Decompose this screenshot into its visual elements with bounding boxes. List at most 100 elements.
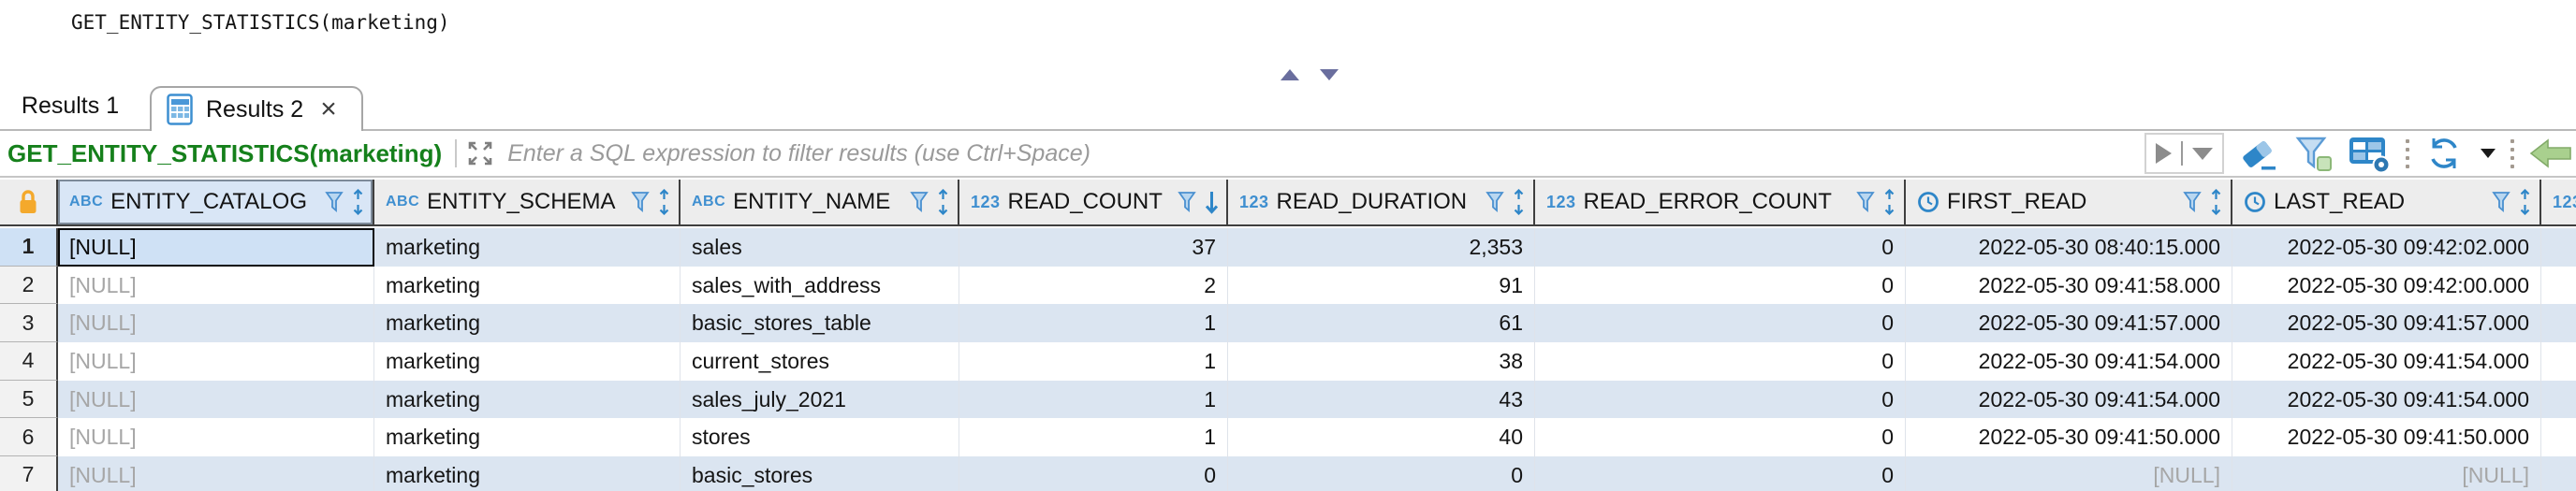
sort-toggle-icon[interactable] xyxy=(1882,189,1896,215)
table-cell[interactable] xyxy=(2541,304,2576,342)
table-cell[interactable] xyxy=(2541,418,2576,456)
clear-filter-eraser-icon[interactable] xyxy=(2239,135,2278,172)
table-cell[interactable]: 0 xyxy=(1535,228,1906,267)
column-header-read_duration[interactable]: 123 READ_DURATION xyxy=(1228,180,1535,224)
refresh-icon[interactable] xyxy=(2424,134,2464,173)
row-number[interactable]: 2 xyxy=(0,266,58,305)
column-filter-icon[interactable] xyxy=(1486,191,1504,213)
table-cell[interactable] xyxy=(2541,342,2576,381)
table-cell[interactable]: 0 xyxy=(1535,380,1906,419)
table-cell[interactable]: 1 xyxy=(959,304,1228,343)
filter-input[interactable]: Enter a SQL expression to filter results… xyxy=(507,139,1090,166)
table-cell[interactable]: 2022-05-30 09:42:02.000 xyxy=(2232,228,2541,267)
table-cell[interactable]: sales_july_2021 xyxy=(681,380,959,419)
row-number[interactable]: 7 xyxy=(0,456,58,491)
table-cell[interactable]: 2022-05-30 09:42:00.000 xyxy=(2232,266,2541,305)
table-cell[interactable]: 91 xyxy=(1228,266,1535,305)
column-header-entity_catalog[interactable]: ABC ENTITY_CATALOG xyxy=(58,180,374,224)
column-header-last_read[interactable]: LAST_READ xyxy=(2232,180,2541,224)
sort-toggle-icon[interactable] xyxy=(1512,189,1526,215)
grid-corner-cell[interactable] xyxy=(0,180,58,224)
table-cell[interactable]: marketing xyxy=(374,304,681,343)
table-cell[interactable]: 37 xyxy=(959,228,1228,267)
column-filter-icon[interactable] xyxy=(910,191,929,213)
row-number[interactable]: 3 xyxy=(0,304,58,343)
table-cell[interactable]: 1 xyxy=(959,418,1228,457)
table-cell[interactable]: marketing xyxy=(374,342,681,381)
grid-settings-icon[interactable] xyxy=(2348,134,2391,173)
table-cell[interactable]: 0 xyxy=(1535,342,1906,381)
table-cell[interactable]: [NULL] xyxy=(58,456,374,491)
column-header-entity_schema[interactable]: ABC ENTITY_SCHEMA xyxy=(374,180,681,224)
splitter-up-arrow-icon[interactable] xyxy=(1281,69,1299,80)
sort-toggle-icon[interactable] xyxy=(2209,189,2223,215)
result-context-label[interactable]: GET_ENTITY_STATISTICS(marketing) xyxy=(7,138,443,167)
column-header-first_read[interactable]: FIRST_READ xyxy=(1906,180,2232,224)
table-cell[interactable]: 1 xyxy=(959,380,1228,419)
sort-toggle-icon[interactable] xyxy=(2518,189,2532,215)
focused-cell[interactable]: [NULL] xyxy=(58,228,374,267)
table-cell[interactable]: [NULL] xyxy=(58,304,374,343)
table-cell[interactable]: 2022-05-30 09:41:57.000 xyxy=(1906,304,2232,343)
column-header-read_error_count[interactable]: 123 READ_ERROR_COUNT xyxy=(1535,180,1906,224)
column-filter-icon[interactable] xyxy=(1856,191,1875,213)
refresh-dropdown-icon[interactable] xyxy=(2481,149,2496,158)
row-number[interactable]: 1 xyxy=(0,228,58,267)
table-cell[interactable]: current_stores xyxy=(681,342,959,381)
table-cell[interactable]: basic_stores_table xyxy=(681,304,959,343)
table-cell[interactable]: 0 xyxy=(1535,456,1906,491)
column-header-entity_name[interactable]: ABC ENTITY_NAME xyxy=(681,180,959,224)
column-filter-icon[interactable] xyxy=(2492,191,2510,213)
column-filter-icon[interactable] xyxy=(2183,191,2202,213)
table-cell[interactable]: 0 xyxy=(1228,456,1535,491)
column-filter-icon[interactable] xyxy=(631,191,650,213)
tab-close-icon[interactable]: × xyxy=(320,94,337,124)
table-cell[interactable]: sales xyxy=(681,228,959,267)
table-cell[interactable]: 40 xyxy=(1228,418,1535,457)
table-cell[interactable]: [NULL] xyxy=(58,418,374,457)
table-cell[interactable]: sales_with_address xyxy=(681,266,959,305)
table-cell[interactable]: 0 xyxy=(959,456,1228,491)
table-cell[interactable]: 2022-05-30 09:41:54.000 xyxy=(2232,342,2541,381)
table-cell[interactable]: [NULL] xyxy=(1906,456,2232,491)
tab-results-1[interactable]: Results 1 xyxy=(0,82,140,129)
table-cell[interactable]: [NULL] xyxy=(58,342,374,381)
table-cell[interactable]: 61 xyxy=(1228,304,1535,343)
sort-toggle-icon[interactable] xyxy=(936,189,950,215)
table-cell[interactable]: 2022-05-30 09:41:50.000 xyxy=(2232,418,2541,457)
table-cell[interactable]: [NULL] xyxy=(58,380,374,419)
column-header-read_count[interactable]: 123 READ_COUNT xyxy=(959,180,1228,224)
table-cell[interactable]: [NULL] xyxy=(58,266,374,305)
table-cell[interactable]: 2 xyxy=(959,266,1228,305)
sql-query-text[interactable]: GET_ENTITY_STATISTICS(marketing) xyxy=(71,11,450,34)
table-cell[interactable]: 0 xyxy=(1535,304,1906,343)
table-cell[interactable]: 2022-05-30 09:41:54.000 xyxy=(1906,342,2232,381)
splitter-down-arrow-icon[interactable] xyxy=(1320,69,1339,80)
table-cell[interactable]: 1 xyxy=(959,342,1228,381)
column-filter-icon[interactable] xyxy=(1178,191,1196,213)
table-cell[interactable]: 43 xyxy=(1228,380,1535,419)
table-cell[interactable]: 2022-05-30 09:41:50.000 xyxy=(1906,418,2232,457)
table-cell[interactable]: marketing xyxy=(374,456,681,491)
column-header-partial[interactable]: 123 xyxy=(2541,180,2576,224)
table-cell[interactable] xyxy=(2541,381,2576,419)
table-cell[interactable]: 2022-05-30 09:41:54.000 xyxy=(2232,380,2541,419)
filter-history-dropdown-icon[interactable] xyxy=(2192,147,2213,160)
table-cell[interactable]: 0 xyxy=(1535,266,1906,305)
table-cell[interactable]: marketing xyxy=(374,380,681,419)
sort-descending-icon[interactable] xyxy=(1204,189,1220,215)
sort-toggle-icon[interactable] xyxy=(351,189,365,215)
table-cell[interactable] xyxy=(2541,456,2576,491)
table-cell[interactable]: marketing xyxy=(374,418,681,457)
table-cell[interactable]: stores xyxy=(681,418,959,457)
table-cell[interactable]: 2022-05-30 09:41:58.000 xyxy=(1906,266,2232,305)
table-cell[interactable]: 2,353 xyxy=(1228,228,1535,267)
apply-filter-icon[interactable] xyxy=(2156,143,2172,164)
sql-editor-area[interactable]: GET_ENTITY_STATISTICS(marketing) xyxy=(0,0,2576,82)
table-cell[interactable]: 38 xyxy=(1228,342,1535,381)
table-cell[interactable]: marketing xyxy=(374,228,681,267)
expand-filter-panel-icon[interactable] xyxy=(466,139,494,167)
tab-results-2[interactable]: Results 2 × xyxy=(150,86,363,131)
table-cell[interactable]: 0 xyxy=(1535,418,1906,457)
table-cell[interactable]: basic_stores xyxy=(681,456,959,491)
